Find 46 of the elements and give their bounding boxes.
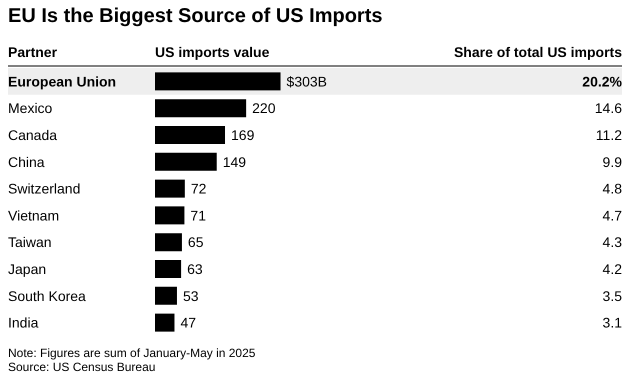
text: 14.6 bbox=[594, 100, 622, 116]
data-label: 53 bbox=[182, 288, 199, 304]
text: 9.9 bbox=[602, 154, 622, 170]
text: 11.2 bbox=[596, 127, 622, 143]
bar bbox=[155, 180, 185, 198]
text: 4.3 bbox=[602, 234, 622, 250]
bar bbox=[155, 126, 226, 144]
bar bbox=[155, 152, 217, 171]
text: 3.1 bbox=[602, 314, 622, 331]
bar bbox=[155, 72, 281, 90]
text: 4.2 bbox=[602, 261, 622, 277]
data-label: 65 bbox=[188, 234, 204, 250]
text: 20.2% bbox=[582, 73, 623, 90]
y-tick-label: European Union bbox=[8, 73, 116, 90]
text: 3.5 bbox=[602, 288, 622, 304]
text: Share of total US imports bbox=[454, 44, 622, 60]
data-label: 71 bbox=[190, 207, 206, 224]
x-axis-title: US imports value bbox=[155, 44, 270, 60]
y-tick-label: South Korea bbox=[8, 288, 86, 304]
data-label: 220 bbox=[252, 100, 276, 116]
data-label: 63 bbox=[187, 261, 203, 277]
y-tick-label: China bbox=[8, 154, 45, 170]
data-label: 169 bbox=[231, 127, 255, 143]
chart-title: EU Is the Biggest Source of US Imports bbox=[8, 5, 383, 27]
data-label: $303B bbox=[286, 73, 328, 90]
y-tick-label: Canada bbox=[8, 127, 58, 143]
source-note: Source: US Census Bureau bbox=[8, 360, 156, 374]
data-label: 72 bbox=[190, 180, 207, 197]
y-tick-label: Switzerland bbox=[8, 180, 80, 197]
y-tick-label: India bbox=[8, 314, 39, 331]
y-tick-label: Mexico bbox=[8, 100, 53, 116]
bar bbox=[155, 99, 246, 118]
bar bbox=[155, 233, 182, 252]
y-tick-label: Japan bbox=[8, 261, 46, 277]
bar bbox=[155, 260, 182, 278]
y-axis-title: Partner bbox=[8, 44, 58, 60]
text: 4.8 bbox=[602, 180, 622, 197]
y-tick-label: Taiwan bbox=[8, 234, 52, 250]
data-label: 149 bbox=[222, 154, 246, 170]
data-label: 47 bbox=[180, 314, 196, 331]
text: Note: Figures are sum of January-May in 2025 bbox=[8, 346, 256, 360]
bar bbox=[155, 286, 177, 305]
bar bbox=[155, 314, 174, 332]
text: 4.7 bbox=[602, 207, 622, 224]
bar bbox=[155, 206, 184, 224]
y-tick-label: Vietnam bbox=[8, 207, 60, 224]
